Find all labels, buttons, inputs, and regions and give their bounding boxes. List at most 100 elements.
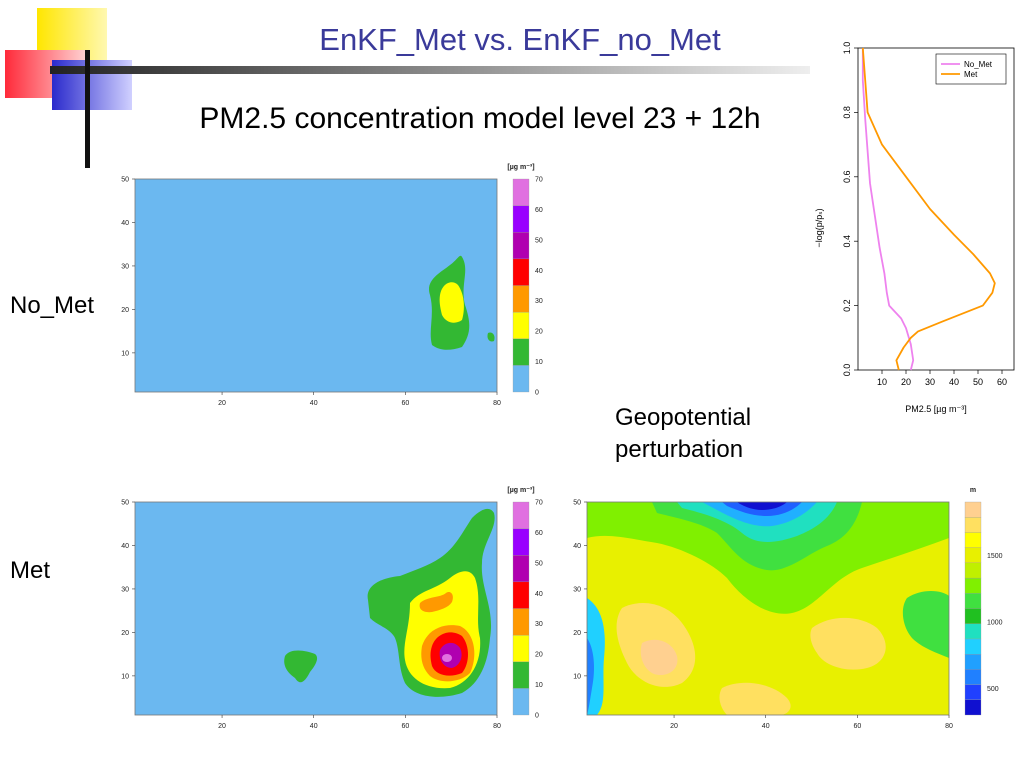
colorbar-tick-label: 50 xyxy=(535,237,543,244)
slide-logo xyxy=(0,0,820,180)
y-tick-label: 0.0 xyxy=(842,364,852,377)
colorbar-unit: [µg m⁻³] xyxy=(507,164,534,171)
y-tick-label: 1.0 xyxy=(842,42,852,55)
colorbar-segment xyxy=(964,684,982,700)
x-axis-label: PM2.5 [µg m⁻³] xyxy=(905,404,966,414)
colorbar-unit: [µg m⁻³] xyxy=(507,487,534,494)
colorbar-segment xyxy=(512,608,530,636)
x-tick-label: 40 xyxy=(762,723,770,730)
y-axis-ticks: 0.0 0.2 0.4 0.6 0.8 1.0 xyxy=(842,42,858,377)
y-tick-label: 20 xyxy=(121,307,129,314)
y-tick-label: 20 xyxy=(121,630,129,637)
colorbar-tick-label: 60 xyxy=(535,207,543,214)
colorbar: m 500 1000 1500 xyxy=(964,487,1003,716)
x-tick-label: 10 xyxy=(877,377,887,387)
map-frame xyxy=(134,178,498,393)
colorbar-tick-label: 40 xyxy=(535,591,543,598)
colorbar-tick-label: 30 xyxy=(535,621,543,628)
y-tick-label: 30 xyxy=(121,586,129,593)
colorbar-segment xyxy=(512,634,530,662)
colorbar-tick-label: 0 xyxy=(535,390,539,397)
colorbar-tick-label: 10 xyxy=(535,359,543,366)
x-tick-label: 40 xyxy=(310,723,318,730)
x-tick-label: 80 xyxy=(493,723,501,730)
colorbar-tick-label: 20 xyxy=(535,652,543,659)
logo-decoration xyxy=(5,8,810,168)
colorbar-segment xyxy=(512,205,530,233)
colorbar-segment xyxy=(512,338,530,366)
title-underline xyxy=(50,66,810,74)
plot-area xyxy=(857,47,1015,371)
pm25-met-map: 20 40 60 80 10 20 30 40 50 [µg m⁻³] 0 10 20 30 40 50 6… xyxy=(121,487,543,730)
x-tick-label: 60 xyxy=(401,723,409,730)
y-axis-ticks: 10 20 30 40 50 xyxy=(121,500,135,680)
colorbar-segment xyxy=(964,501,982,518)
x-tick-label: 80 xyxy=(493,400,501,407)
x-tick-label: 20 xyxy=(901,377,911,387)
colorbar-segment xyxy=(512,528,530,556)
x-axis-ticks: 20 40 60 80 xyxy=(218,392,501,407)
colorbar-segment xyxy=(512,661,530,689)
colorbar-segment xyxy=(964,608,982,624)
legend-entry: No_Met xyxy=(964,60,993,69)
y-tick-label: 40 xyxy=(573,543,581,550)
colorbar: [µg m⁻³] 0 10 20 30 40 50 60 70 xyxy=(507,164,542,397)
colorbar-segment xyxy=(964,532,982,548)
x-tick-label: 50 xyxy=(973,377,983,387)
colorbar-segment xyxy=(512,365,530,393)
x-tick-label: 60 xyxy=(401,400,409,407)
colorbar-tick-label: 1500 xyxy=(987,553,1003,560)
plume-level-60 xyxy=(442,654,452,662)
colorbar-tick-label: 10 xyxy=(535,682,543,689)
geopotential-label-line2: perturbation xyxy=(615,436,744,463)
colorbar: [µg m⁻³] 0 10 20 30 40 50 60 70 xyxy=(507,487,542,720)
x-axis-ticks: 20 40 60 80 xyxy=(218,715,501,730)
y-tick-label: 10 xyxy=(121,350,129,357)
colorbar-segment xyxy=(512,285,530,313)
y-tick-label: 30 xyxy=(573,586,581,593)
colorbar-segment xyxy=(512,232,530,260)
colorbar-tick-label: 70 xyxy=(535,177,543,184)
colorbar-tick-label: 0 xyxy=(535,713,539,720)
legend-entry: Met xyxy=(964,70,978,79)
colorbar-tick-label: 70 xyxy=(535,500,543,507)
colorbar-tick-label: 30 xyxy=(535,298,543,305)
series-line-met xyxy=(861,47,996,371)
x-tick-label: 40 xyxy=(310,400,318,407)
geopotential-contours xyxy=(587,502,949,715)
y-tick-label: 40 xyxy=(121,220,129,227)
colorbar-segment xyxy=(964,593,982,609)
map-frame xyxy=(134,501,498,716)
y-tick-label: 40 xyxy=(121,543,129,550)
colorbar-segment xyxy=(512,258,530,286)
colorbar-tick-label: 1000 xyxy=(987,619,1003,626)
x-tick-label: 20 xyxy=(218,723,226,730)
y-tick-label: 0.8 xyxy=(842,106,852,119)
y-tick-label: 50 xyxy=(121,177,129,184)
y-axis-ticks: 10 20 30 40 50 xyxy=(573,500,587,680)
colorbar-segment xyxy=(964,577,982,594)
y-tick-label: 50 xyxy=(121,500,129,507)
colorbar-segment xyxy=(964,623,982,640)
colorbar-segment xyxy=(512,178,530,206)
geopotential-label-line1: Geopotential xyxy=(615,404,752,431)
y-tick-label: 50 xyxy=(573,500,581,507)
colorbar-segment xyxy=(964,669,982,685)
colorbar-segment xyxy=(964,653,982,670)
y-tick-label: 10 xyxy=(573,673,581,680)
x-tick-label: 60 xyxy=(853,723,861,730)
y-tick-label: 0.2 xyxy=(842,299,852,312)
colorbar-tick-label: 40 xyxy=(535,268,543,275)
colorbar-segment xyxy=(512,581,530,609)
y-tick-label: 0.4 xyxy=(842,235,852,248)
colorbar-tick-label: 500 xyxy=(987,686,999,693)
plume-level-20 xyxy=(439,282,464,323)
colorbar-tick-label: 60 xyxy=(535,530,543,537)
x-tick-label: 40 xyxy=(949,377,959,387)
legend-box xyxy=(935,53,1007,85)
colorbar-segment xyxy=(512,501,530,529)
x-axis-ticks: 20 40 60 80 xyxy=(670,715,953,730)
x-tick-label: 20 xyxy=(218,400,226,407)
colorbar-tick-label: 50 xyxy=(535,560,543,567)
